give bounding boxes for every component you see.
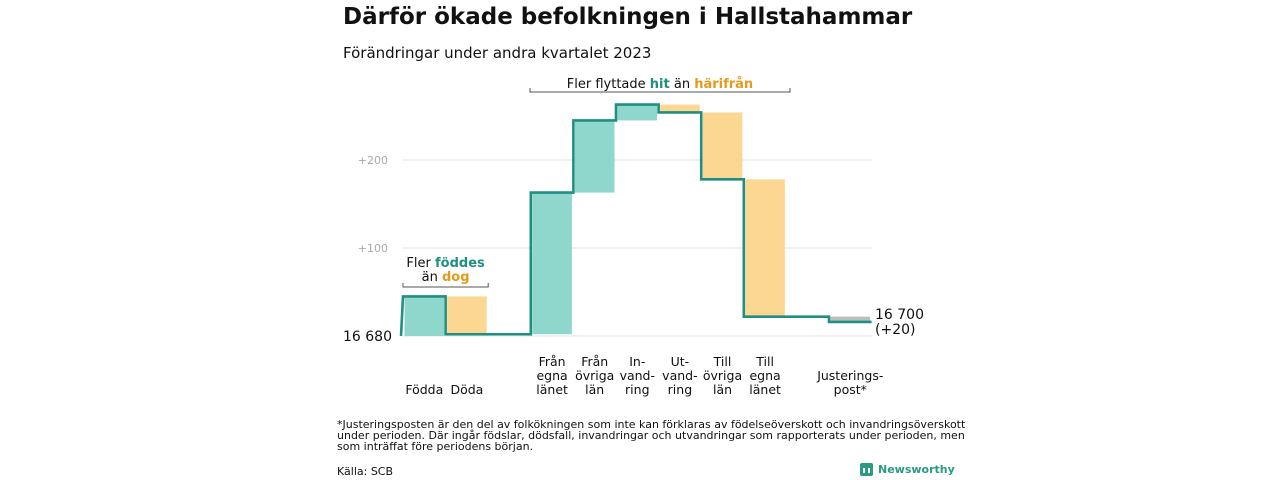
y-tick-label: +100 bbox=[358, 242, 388, 255]
category-label: ring bbox=[668, 382, 692, 397]
annotation-segment: Fler flyttade bbox=[567, 77, 650, 92]
bar-6 bbox=[660, 104, 700, 113]
category-label: länet bbox=[749, 382, 781, 397]
bar-4 bbox=[574, 120, 615, 193]
annotation-segment: Fler bbox=[406, 256, 435, 271]
category-label: ring bbox=[625, 382, 649, 397]
category-label: länet bbox=[536, 382, 568, 397]
category-label: Till bbox=[713, 354, 732, 369]
annotation-text: Fler flyttade hit än härifrån bbox=[567, 77, 753, 92]
category-label: post* bbox=[834, 382, 867, 397]
category-label: Från bbox=[581, 354, 608, 369]
annotation-segment: härifrån bbox=[694, 77, 753, 92]
start-value-label: 16 680 bbox=[343, 329, 392, 345]
bar-8 bbox=[745, 179, 785, 317]
y-tick-label: +200 bbox=[358, 154, 388, 167]
category-label: Ut- bbox=[671, 354, 690, 369]
end-change-label: (+20) bbox=[875, 322, 915, 338]
brand-name: Newsworthy bbox=[878, 463, 955, 476]
annotation-bracket bbox=[529, 88, 791, 93]
category-label: vand- bbox=[620, 368, 655, 383]
source-note: Källa: SCB bbox=[337, 465, 394, 478]
bar-1 bbox=[447, 296, 487, 335]
bar-7 bbox=[702, 112, 743, 180]
annotation-segment: än bbox=[422, 270, 442, 285]
annotation-segment: hit bbox=[650, 77, 670, 92]
annotation-segment: än bbox=[670, 77, 694, 92]
category-label: Justerings- bbox=[816, 368, 883, 383]
newsworthy-logo-icon bbox=[860, 463, 873, 476]
footnote-line-3: som inträffat före periodens början. bbox=[337, 440, 534, 453]
category-label: län bbox=[585, 382, 604, 397]
step-line bbox=[399, 103, 872, 337]
category-label: Från bbox=[539, 354, 566, 369]
annotation-segment: dog bbox=[442, 270, 470, 285]
annotation-segment: föddes bbox=[435, 256, 485, 271]
end-value-label: 16 700 bbox=[875, 307, 924, 323]
category-label: Döda bbox=[450, 382, 483, 397]
category-label: In- bbox=[629, 354, 645, 369]
bar-10 bbox=[830, 316, 871, 322]
category-label: övriga bbox=[575, 368, 614, 383]
brand-logo[interactable]: Newsworthy bbox=[860, 463, 955, 476]
category-label: vand- bbox=[662, 368, 697, 383]
category-label: Till bbox=[755, 354, 774, 369]
annotation-text: än dog bbox=[422, 270, 470, 285]
chart-title: Därför ökade befolkningen i Hallstahamma… bbox=[343, 4, 913, 30]
footnote-line-1: *Justeringsposten är den del av folkökni… bbox=[337, 418, 966, 431]
bar-0 bbox=[404, 296, 445, 336]
bar-3 bbox=[532, 192, 572, 335]
category-label: län bbox=[713, 382, 732, 397]
category-label: egna bbox=[536, 368, 567, 383]
category-label: övriga bbox=[703, 368, 742, 383]
chart-subtitle: Förändringar under andra kvartalet 2023 bbox=[343, 44, 652, 62]
category-label: egna bbox=[749, 368, 780, 383]
category-label: Födda bbox=[405, 382, 443, 397]
annotation-text: Fler föddes bbox=[406, 256, 485, 271]
bar-5 bbox=[617, 104, 658, 121]
footnote-line-2: under perioden. Där ingår födslar, dödsf… bbox=[337, 429, 965, 442]
annotation-bracket bbox=[402, 283, 489, 288]
